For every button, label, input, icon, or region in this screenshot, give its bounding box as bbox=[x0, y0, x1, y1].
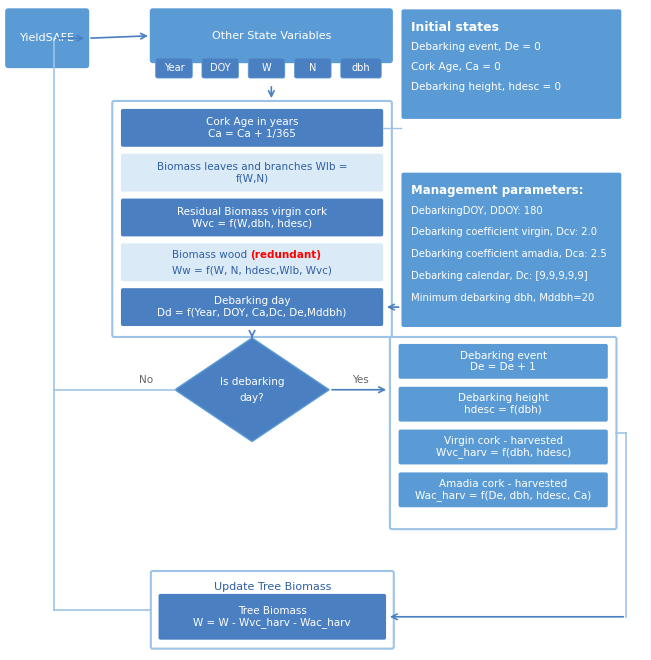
FancyBboxPatch shape bbox=[402, 173, 621, 327]
FancyBboxPatch shape bbox=[121, 154, 383, 191]
Text: Cork Age, Ca = 0: Cork Age, Ca = 0 bbox=[411, 62, 501, 72]
Text: Yes: Yes bbox=[352, 375, 368, 385]
Text: Debarking coefficient amadia, Dca: 2.5: Debarking coefficient amadia, Dca: 2.5 bbox=[411, 249, 607, 259]
Text: Ww = f(W, N, hdesc,Wlb, Wvc): Ww = f(W, N, hdesc,Wlb, Wvc) bbox=[172, 265, 332, 276]
Text: Debarking height
hdesc = f(dbh): Debarking height hdesc = f(dbh) bbox=[458, 393, 549, 415]
FancyBboxPatch shape bbox=[398, 344, 608, 379]
Text: Minimum debarking dbh, Mddbh=20: Minimum debarking dbh, Mddbh=20 bbox=[411, 293, 594, 303]
Text: Biomass wood: Biomass wood bbox=[172, 249, 250, 260]
FancyBboxPatch shape bbox=[151, 571, 394, 649]
FancyBboxPatch shape bbox=[121, 109, 383, 147]
Text: No: No bbox=[139, 375, 153, 385]
Text: (redundant): (redundant) bbox=[250, 249, 321, 260]
Text: Year: Year bbox=[163, 63, 184, 73]
FancyBboxPatch shape bbox=[340, 58, 381, 78]
FancyBboxPatch shape bbox=[151, 9, 392, 62]
Text: DebarkingDOY, DDOY: 180: DebarkingDOY, DDOY: 180 bbox=[411, 205, 543, 216]
FancyBboxPatch shape bbox=[402, 9, 621, 119]
Text: Is debarking: Is debarking bbox=[220, 377, 284, 387]
Text: Other State Variables: Other State Variables bbox=[212, 31, 331, 41]
Text: Amadia cork - harvested
Wac_harv = f(De, dbh, hdesc, Ca): Amadia cork - harvested Wac_harv = f(De,… bbox=[415, 478, 591, 501]
Text: Debarking calendar, Dc: [9,9,9,9,9]: Debarking calendar, Dc: [9,9,9,9,9] bbox=[411, 271, 588, 281]
Text: Management parameters:: Management parameters: bbox=[411, 184, 584, 197]
Text: dbh: dbh bbox=[352, 63, 370, 73]
FancyBboxPatch shape bbox=[398, 387, 608, 422]
FancyBboxPatch shape bbox=[398, 473, 608, 508]
FancyBboxPatch shape bbox=[121, 288, 383, 326]
Text: Debarking day
Dd = f(Year, DOY, Ca,Dc, De,Mddbh): Debarking day Dd = f(Year, DOY, Ca,Dc, D… bbox=[158, 296, 347, 318]
Text: N: N bbox=[309, 63, 316, 73]
FancyBboxPatch shape bbox=[121, 199, 383, 236]
FancyBboxPatch shape bbox=[398, 430, 608, 465]
Text: Residual Biomass virgin cork
Wvc = f(W,dbh, hdesc): Residual Biomass virgin cork Wvc = f(W,d… bbox=[177, 207, 327, 228]
Text: Debarking event
De = De + 1: Debarking event De = De + 1 bbox=[460, 350, 547, 372]
FancyBboxPatch shape bbox=[294, 58, 331, 78]
FancyBboxPatch shape bbox=[390, 337, 616, 529]
Text: day?: day? bbox=[240, 393, 264, 403]
Text: Debarking height, hdesc = 0: Debarking height, hdesc = 0 bbox=[411, 82, 561, 92]
Text: Cork Age in years
Ca = Ca + 1/365: Cork Age in years Ca = Ca + 1/365 bbox=[206, 117, 298, 139]
FancyBboxPatch shape bbox=[7, 9, 88, 67]
FancyBboxPatch shape bbox=[248, 58, 285, 78]
Text: Update Tree Biomass: Update Tree Biomass bbox=[214, 582, 331, 592]
Text: DOY: DOY bbox=[210, 63, 230, 73]
Text: Virgin cork - harvested
Wvc_harv = f(dbh, hdesc): Virgin cork - harvested Wvc_harv = f(dbh… bbox=[436, 436, 571, 458]
Text: YieldSAFE: YieldSAFE bbox=[20, 33, 75, 44]
Text: Debarking event, De = 0: Debarking event, De = 0 bbox=[411, 42, 541, 52]
FancyBboxPatch shape bbox=[121, 244, 383, 281]
Text: Debarking coefficient virgin, Dcv: 2.0: Debarking coefficient virgin, Dcv: 2.0 bbox=[411, 228, 597, 238]
FancyBboxPatch shape bbox=[202, 58, 238, 78]
Text: Tree Biomass
W = W - Wvc_harv - Wac_harv: Tree Biomass W = W - Wvc_harv - Wac_harv bbox=[193, 605, 351, 628]
Text: W: W bbox=[262, 63, 271, 73]
FancyBboxPatch shape bbox=[159, 594, 386, 640]
Polygon shape bbox=[175, 338, 329, 442]
Text: Biomass leaves and branches Wlb =
f(W,N): Biomass leaves and branches Wlb = f(W,N) bbox=[157, 162, 347, 183]
FancyBboxPatch shape bbox=[156, 58, 192, 78]
Text: Initial states: Initial states bbox=[411, 20, 499, 34]
FancyBboxPatch shape bbox=[112, 101, 392, 337]
